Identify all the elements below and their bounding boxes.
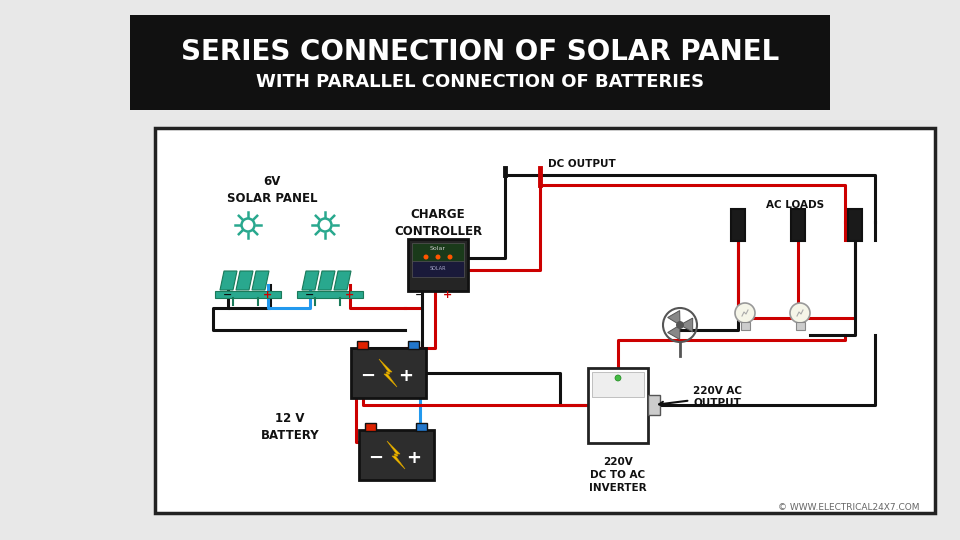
Text: 12 V
BATTERY: 12 V BATTERY <box>261 412 320 442</box>
Text: +: + <box>444 290 452 300</box>
Polygon shape <box>220 271 237 290</box>
Polygon shape <box>236 271 253 290</box>
Bar <box>741 322 750 330</box>
Bar <box>357 341 368 349</box>
Polygon shape <box>667 310 680 325</box>
Text: 220V
DC TO AC
INVERTER: 220V DC TO AC INVERTER <box>589 457 647 494</box>
Polygon shape <box>334 271 351 290</box>
Polygon shape <box>680 318 693 332</box>
Text: −: − <box>369 449 384 467</box>
Polygon shape <box>252 271 269 290</box>
Text: AC LOADS: AC LOADS <box>766 200 824 210</box>
Text: −: − <box>224 290 232 300</box>
Text: Solar: Solar <box>430 246 446 252</box>
Bar <box>359 430 434 480</box>
Text: +: + <box>346 290 354 300</box>
Text: WITH PARALLEL CONNECTION OF BATTERIES: WITH PARALLEL CONNECTION OF BATTERIES <box>256 73 704 91</box>
Polygon shape <box>379 359 397 387</box>
Circle shape <box>676 321 684 329</box>
Text: +: + <box>406 449 421 467</box>
Circle shape <box>436 254 441 260</box>
Text: −: − <box>416 290 424 300</box>
Bar <box>297 291 363 298</box>
Bar <box>215 291 281 298</box>
Bar <box>130 15 830 110</box>
Polygon shape <box>387 441 405 469</box>
Circle shape <box>735 303 755 323</box>
Polygon shape <box>302 271 319 290</box>
Bar <box>416 423 427 431</box>
Polygon shape <box>318 271 335 290</box>
Bar <box>412 243 464 263</box>
Bar <box>155 128 935 513</box>
Text: +: + <box>398 367 414 385</box>
Bar <box>848 209 862 241</box>
Circle shape <box>423 254 428 260</box>
Text: 6V
SOLAR PANEL: 6V SOLAR PANEL <box>227 175 317 205</box>
Text: −: − <box>360 367 375 385</box>
Text: +: + <box>263 290 273 300</box>
Text: 220V AC
OUTPUT: 220V AC OUTPUT <box>660 386 742 408</box>
Circle shape <box>790 303 810 323</box>
Text: DC OUTPUT: DC OUTPUT <box>548 159 615 169</box>
Text: SERIES CONNECTION OF SOLAR PANEL: SERIES CONNECTION OF SOLAR PANEL <box>180 38 780 66</box>
Text: CHARGE
CONTROLLER: CHARGE CONTROLLER <box>394 208 482 238</box>
Text: © WWW.ELECTRICAL24X7.COM: © WWW.ELECTRICAL24X7.COM <box>779 503 920 512</box>
Bar <box>365 423 376 431</box>
Text: −: − <box>305 290 315 300</box>
Bar <box>412 261 464 277</box>
Text: SOLAR: SOLAR <box>430 267 446 272</box>
Bar <box>588 368 648 443</box>
Bar <box>592 372 644 397</box>
Bar <box>731 209 745 241</box>
Bar <box>408 239 468 291</box>
Bar <box>791 209 805 241</box>
Bar <box>796 322 805 330</box>
Bar <box>408 341 419 349</box>
Polygon shape <box>667 325 680 340</box>
Bar <box>351 348 426 398</box>
Circle shape <box>447 254 452 260</box>
Circle shape <box>615 375 621 381</box>
Bar <box>648 395 660 415</box>
